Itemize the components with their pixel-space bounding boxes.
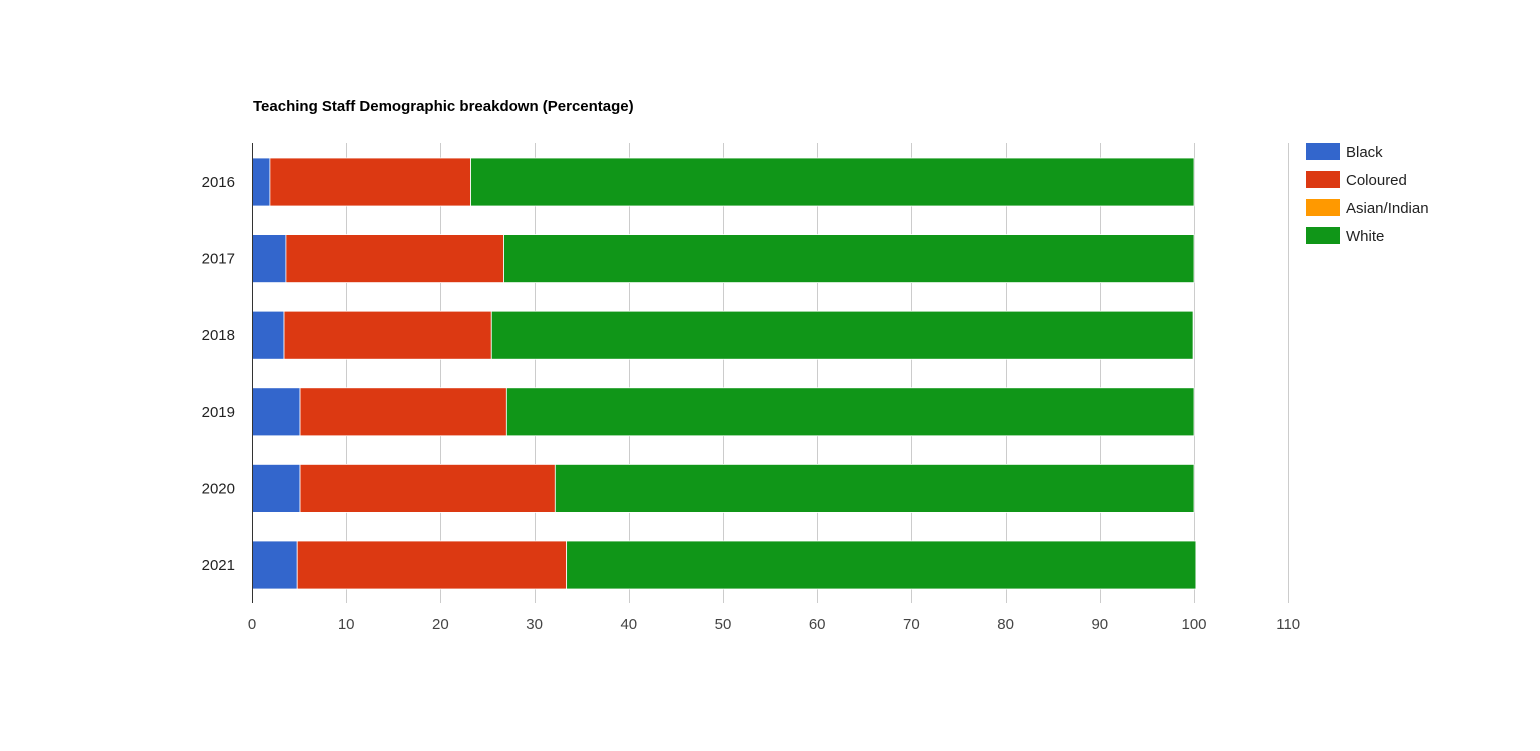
bar-white-2020[interactable] [554,463,1195,513]
y-axis-labels: 2016 2017 2018 2019 2020 2021 [202,174,235,574]
legend-label[interactable]: Asian/Indian [1346,200,1429,217]
bar-coloured-2017[interactable] [285,234,504,284]
bar-coloured-2016[interactable] [269,157,471,207]
x-tick-label: 70 [903,616,920,633]
y-category-label: 2019 [202,404,235,421]
x-tick-label: 110 [1276,616,1300,633]
bar-white-2016[interactable] [470,157,1195,207]
legend-swatch-black[interactable] [1306,143,1340,160]
legend-label[interactable]: Coloured [1346,172,1407,189]
bars [251,157,1197,590]
bar-white-2017[interactable] [503,234,1195,284]
bar-coloured-2021[interactable] [296,540,568,590]
x-tick-label: 20 [432,616,449,633]
x-tick-label: 0 [248,616,256,633]
bar-black-2021[interactable] [251,540,298,590]
bar-black-2017[interactable] [251,234,287,284]
y-category-label: 2017 [202,251,235,268]
y-category-label: 2018 [202,327,235,344]
x-tick-label: 40 [620,616,637,633]
x-tick-label: 80 [997,616,1014,633]
legend-swatch-asian-indian[interactable] [1306,199,1340,216]
bar-black-2020[interactable] [251,463,301,513]
x-axis-labels: 0 10 20 30 40 50 60 70 80 90 100 110 [248,616,1300,633]
bar-black-2018[interactable] [251,310,285,360]
bar-black-2019[interactable] [251,387,301,437]
chart-title: Teaching Staff Demographic breakdown (Pe… [253,98,634,115]
x-tick-label: 10 [338,616,355,633]
bar-coloured-2018[interactable] [283,310,492,360]
legend-label[interactable]: White [1346,228,1384,245]
legend: Black Coloured Asian/Indian White [1306,143,1429,245]
y-category-label: 2021 [202,557,235,574]
bar-white-2018[interactable] [490,310,1194,360]
bar-white-2021[interactable] [566,540,1197,590]
gridlines [346,143,1289,603]
bar-white-2019[interactable] [505,387,1195,437]
legend-swatch-coloured[interactable] [1306,171,1340,188]
x-tick-label: 50 [715,616,732,633]
x-tick-label: 90 [1091,616,1108,633]
legend-label[interactable]: Black [1346,144,1383,161]
x-tick-label: 100 [1181,616,1206,633]
y-category-label: 2020 [202,480,235,497]
x-tick-label: 30 [526,616,543,633]
legend-swatch-white[interactable] [1306,227,1340,244]
bar-coloured-2019[interactable] [299,387,507,437]
bar-coloured-2020[interactable] [299,463,556,513]
bar-black-2016[interactable] [251,157,271,207]
x-tick-label: 60 [809,616,826,633]
y-category-label: 2016 [202,174,235,191]
